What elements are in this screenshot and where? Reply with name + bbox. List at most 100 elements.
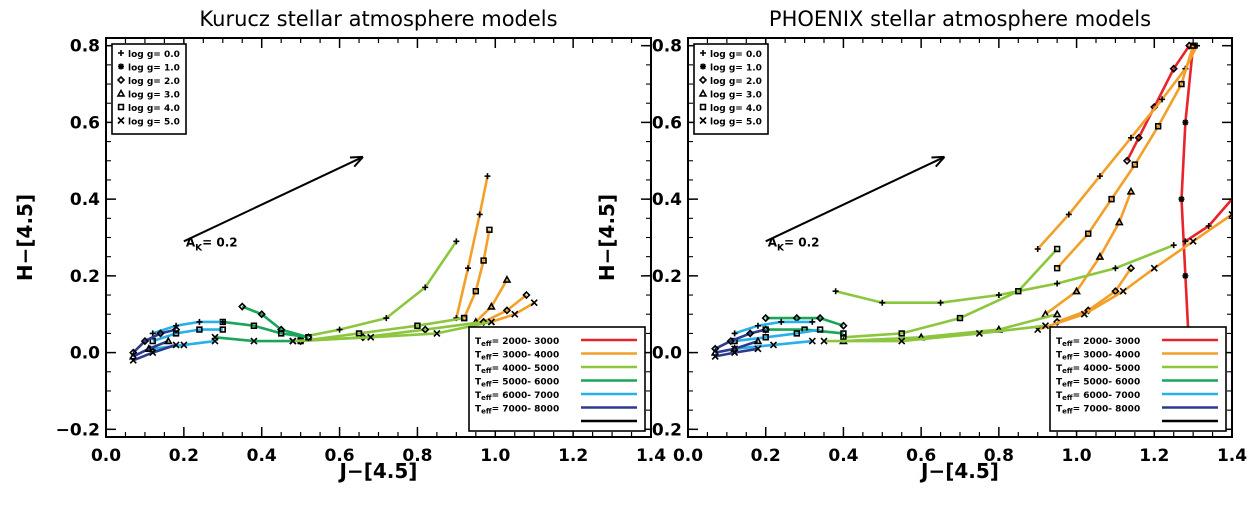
data-point-marker: [129, 356, 137, 364]
data-point-marker: [1072, 286, 1081, 295]
x-tick-label: 1.4: [636, 446, 666, 466]
marker-legend-label: log g= 1.0: [710, 64, 762, 74]
y-tick-label: 0.6: [70, 113, 100, 133]
data-point-marker: [762, 334, 769, 341]
data-point-marker: [1122, 156, 1132, 165]
x-axis-label: J−[4.5]: [919, 459, 999, 483]
x-tick-label: 0.8: [984, 446, 1014, 466]
y-tick-label: 0.2: [652, 267, 682, 287]
data-point-marker: [149, 330, 156, 337]
data-point-marker: [730, 344, 739, 352]
x-tick-label: 1.4: [1217, 446, 1247, 466]
phoenix-panel: PHOENIX stellar atmosphere models 0.0 0.2 0…: [595, 7, 1247, 483]
marker-legend-label: log g= 5.0: [710, 118, 762, 128]
y-tick-label: 0.6: [652, 113, 682, 133]
series-line: [292, 320, 492, 343]
data-point-marker: [840, 330, 847, 337]
data-point-marker: [383, 315, 390, 322]
data-point-marker: [1190, 42, 1197, 49]
data-point-marker: [1114, 217, 1124, 226]
data-point-marker: [879, 299, 886, 306]
legend-marker-x: [117, 116, 125, 125]
data-point-marker: [1080, 310, 1088, 318]
series-line: [734, 328, 821, 343]
series-line: [1044, 191, 1133, 316]
data-point-marker: [816, 326, 824, 333]
data-point-marker: [1154, 123, 1162, 130]
series-line: [300, 316, 465, 343]
data-point-marker: [1126, 264, 1136, 273]
data-point-marker: [1126, 186, 1136, 195]
data-point-marker: [128, 351, 138, 360]
series-line: [132, 339, 169, 358]
data-point-marker: [1150, 264, 1158, 272]
data-point-marker: [502, 275, 512, 283]
data-point-marker: [465, 265, 472, 272]
legend-marker-plus: [118, 50, 124, 56]
extinction-label: AK= 0.2: [768, 235, 820, 253]
legend-marker-x: [699, 116, 707, 125]
temperature-legend-label: Teff= 7000- 8000: [475, 405, 559, 416]
data-point-marker: [336, 326, 343, 333]
series-line: [1056, 45, 1195, 270]
data-point-marker: [289, 337, 297, 345]
temperature-legend-box: [468, 326, 646, 432]
x-tick-label: 0.2: [169, 446, 199, 466]
marker-legend-label: log g= 4.0: [128, 104, 180, 114]
x-tick-label: 0.0: [91, 446, 121, 466]
data-point-marker: [1095, 252, 1105, 260]
temperature-legend-label: Teff= 5000- 6000: [1056, 378, 1140, 389]
data-point-marker: [1205, 222, 1212, 229]
extinction-arrowhead: [349, 155, 364, 168]
data-point-marker: [1127, 134, 1134, 141]
series-line: [241, 305, 309, 339]
data-point-marker: [149, 337, 156, 345]
data-point-marker: [305, 334, 312, 341]
marker-legend-label: log g= 1.0: [128, 64, 180, 74]
series-line: [455, 175, 489, 319]
marker-legend-label: log g= 2.0: [710, 77, 762, 87]
data-point-marker: [250, 322, 258, 329]
data-point-marker: [1229, 196, 1232, 203]
data-point-marker: [995, 292, 1002, 299]
data-point-marker: [522, 290, 531, 300]
data-point-marker: [975, 329, 983, 337]
data-point-marker: [1053, 245, 1061, 253]
data-point-marker: [472, 288, 480, 295]
marker-legend-label: log g= 2.0: [128, 77, 180, 87]
data-point-marker: [250, 337, 258, 345]
temperature-legend-label: Teff= 3000- 4000: [475, 351, 559, 362]
data-point-marker: [839, 321, 848, 330]
data-point-marker: [840, 334, 847, 341]
data-point-marker: [156, 329, 165, 338]
data-series-group: [128, 173, 538, 364]
data-point-marker: [358, 333, 368, 342]
temperature-legend-label: Teff= 4000- 5000: [475, 364, 559, 375]
data-point-marker: [144, 344, 154, 352]
data-point-marker: [820, 337, 828, 345]
data-point-marker: [1189, 42, 1197, 49]
data-point-marker: [211, 337, 219, 345]
data-point-marker: [480, 257, 487, 264]
marker-legend-label: log g= 0.0: [710, 50, 762, 60]
y-tick-label: 0.0: [652, 344, 682, 364]
data-point-marker: [238, 302, 247, 311]
data-point-marker: [422, 284, 429, 291]
data-point-marker: [172, 341, 180, 349]
data-point-marker: [1182, 238, 1189, 245]
data-point-marker: [1169, 64, 1178, 73]
data-point-marker: [731, 330, 738, 337]
extinction-arrowhead: [931, 155, 946, 168]
data-point-marker: [815, 313, 825, 323]
data-point-marker: [1096, 173, 1103, 180]
chart-title: PHOENIX stellar atmosphere models: [769, 7, 1151, 31]
series-line: [714, 339, 759, 354]
data-point-marker: [753, 336, 763, 345]
legend-marker-asterisk: [700, 63, 706, 70]
data-point-marker: [808, 337, 816, 345]
temperature-legend-box: [1049, 326, 1227, 432]
data-point-marker: [219, 326, 226, 333]
data-point-marker: [1053, 317, 1062, 327]
x-tick-label: 0.0: [673, 446, 703, 466]
